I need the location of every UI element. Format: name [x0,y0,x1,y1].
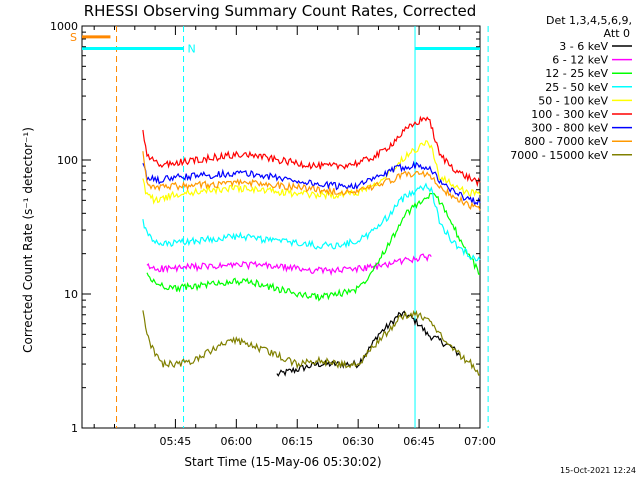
series-line [142,140,481,205]
legend-header-line1: Det 1,3,4,5,6,9, [546,14,632,27]
flag-bars: SN [70,31,480,55]
series-group [142,115,481,377]
y-tick-label: 1 [71,422,78,435]
x-tick-label: 07:00 [464,435,496,448]
flag-label: N [188,42,196,55]
x-tick-label: 06:45 [403,435,435,448]
x-tick-label: 05:45 [160,435,192,448]
y-tick-label: 10 [64,288,78,301]
series-line [146,192,481,302]
legend-label: 800 - 7000 keV [524,135,608,148]
plot-frame [81,25,481,429]
legend-label: 12 - 25 keV [545,67,608,80]
series-line [146,253,432,277]
x-tick-label: 06:30 [342,435,374,448]
legend-label: 50 - 100 keV [538,94,608,107]
series-line [142,160,481,207]
series-line [276,310,461,377]
y-tick-label: 1000 [50,20,78,33]
legend-label: 7000 - 15000 keV [510,149,608,162]
series-line [142,115,481,188]
legend-label: 6 - 12 keV [552,54,608,67]
legend-label: 25 - 50 keV [545,81,608,94]
legend-label: 3 - 6 keV [559,40,608,53]
legend-label: 100 - 300 keV [531,108,608,121]
series-line [142,309,481,376]
x-tick-label: 06:15 [281,435,313,448]
flag-label: S [70,31,77,44]
series-line [142,151,481,211]
x-axis-ticks: 05:45 06:00 06:15 06:30 06:45 07:00 [93,26,496,448]
series-line [142,182,481,262]
timestamp: 15-Oct-2021 12:24 [560,466,636,475]
y-axis-ticks: 1 10 100 1000 [50,20,480,435]
vertical-markers [116,26,489,428]
chart-title: RHESSI Observing Summary Count Rates, Co… [84,2,477,20]
y-axis-label: Corrected Count Rate (s⁻¹ detector⁻¹) [21,127,35,353]
x-axis-label: Start Time (15-May-06 05:30:02) [184,455,381,469]
x-tick-label: 06:00 [220,435,252,448]
y-tick-label: 100 [57,154,78,167]
legend-label: 300 - 800 keV [531,122,608,135]
legend-header-line2: Att 0 [604,27,630,40]
